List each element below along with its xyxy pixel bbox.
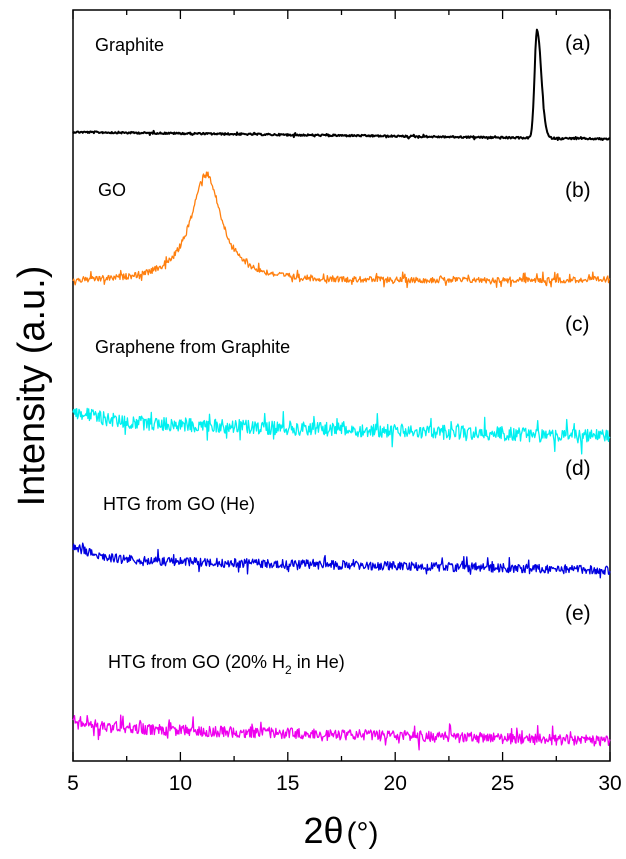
x-tick-label: 10 — [169, 772, 192, 795]
x-tick-label: 25 — [491, 772, 514, 795]
series-line-2 — [72, 171, 611, 289]
series-label-htg-h2-part1: HTG from GO (20% H — [108, 652, 285, 672]
panel-label-e: (e) — [565, 602, 591, 625]
series-label-graphite: Graphite — [95, 35, 164, 55]
series-label-htg-h2: HTG from GO (20% H2 in He) — [108, 652, 345, 677]
panel-label-a: (a) — [565, 32, 591, 55]
x-axis-label-unit: (°) — [347, 817, 379, 850]
x-tick-label: 30 — [598, 772, 621, 795]
x-tick-label: 20 — [384, 772, 407, 795]
panel-label-c: (c) — [565, 313, 590, 336]
series-layer — [72, 28, 611, 751]
series-line-5 — [72, 714, 611, 751]
x-tick-label: 15 — [276, 772, 299, 795]
series-line-1 — [72, 28, 611, 141]
series-label-go: GO — [98, 180, 126, 200]
series-line-4 — [72, 542, 611, 579]
plot-frame — [72, 9, 611, 762]
axis-ticks: 5 10 15 20 25 30 — [67, 10, 622, 795]
panel-label-b: (b) — [565, 179, 591, 202]
series-line-3 — [72, 407, 611, 455]
x-axis-label-symbol: 2θ — [303, 810, 343, 851]
series-label-htg-h2-part2: in He) — [292, 652, 345, 672]
series-label-htg-h2-subscript: 2 — [285, 663, 292, 677]
y-axis-label: Intensity (a.u.) — [11, 266, 53, 507]
panel-label-d: (d) — [565, 457, 591, 480]
series-label-graphene: Graphene from Graphite — [95, 337, 290, 357]
x-tick-label: 5 — [67, 772, 79, 795]
x-axis-label: 2θ (°) — [303, 810, 378, 851]
series-label-htg-he: HTG from GO (He) — [103, 494, 255, 514]
